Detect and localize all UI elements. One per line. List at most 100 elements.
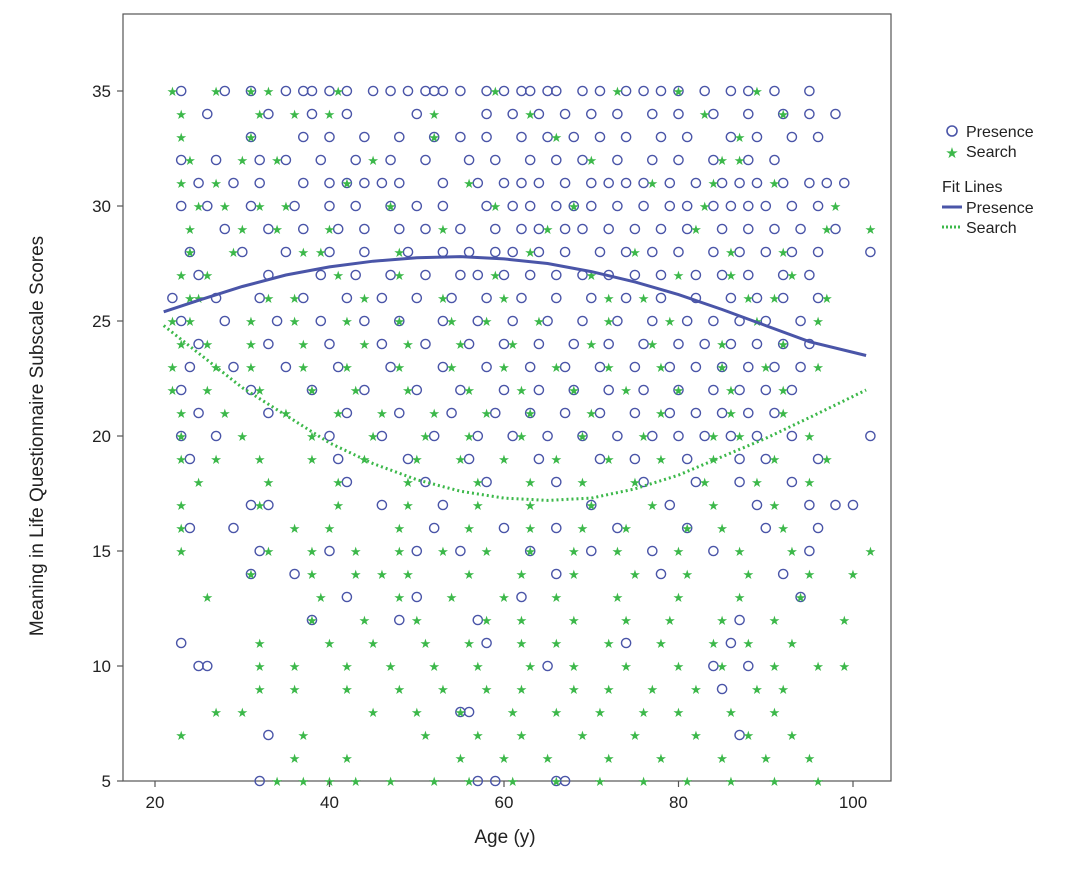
presence-point (263, 407, 274, 419)
presence-point (411, 292, 423, 304)
axes-layer: 20 40 60 80 100 5 10 15 20 25 30 35 (92, 82, 867, 812)
presence-point (437, 85, 449, 97)
presence-point (681, 315, 693, 327)
presence-point (263, 499, 274, 511)
presence-point (629, 407, 641, 419)
presence-point (289, 200, 300, 212)
search-point: ★ (289, 752, 301, 767)
presence-point (297, 223, 309, 235)
presence-point (673, 430, 684, 442)
search-point: ★ (568, 614, 580, 629)
search-point: ★ (769, 453, 781, 468)
search-point: ★ (411, 706, 423, 721)
presence-point (428, 430, 440, 442)
search-point: ★ (498, 361, 510, 376)
presence-point (481, 637, 492, 649)
presence-point (481, 200, 492, 212)
search-point: ★ (568, 660, 580, 675)
presence-point (690, 476, 702, 488)
search-point: ★ (210, 453, 222, 468)
presence-point (219, 85, 231, 97)
search-point: ★ (201, 384, 213, 399)
presence-point (489, 775, 501, 787)
presence-point (507, 108, 519, 120)
presence-point (481, 361, 492, 373)
presence-point (393, 614, 405, 626)
search-point: ★ (359, 453, 371, 468)
presence-point (769, 223, 780, 235)
search-point: ★ (777, 683, 789, 698)
search-point: ★ (681, 775, 693, 790)
search-point: ★ (524, 476, 536, 491)
search-point: ★ (568, 568, 580, 583)
presence-point (586, 499, 597, 511)
presence-point (280, 361, 292, 373)
presence-point (489, 246, 501, 258)
search-point: ★ (516, 384, 528, 399)
search-point: ★ (524, 246, 536, 261)
search-point: ★ (577, 430, 589, 445)
presence-point (385, 361, 396, 373)
presence-point (533, 338, 545, 350)
search-point: ★ (289, 315, 301, 330)
presence-point (385, 154, 396, 166)
presence-point (507, 246, 519, 258)
presence-point (455, 384, 466, 396)
presence-point (734, 614, 745, 626)
search-point: ★ (620, 614, 632, 629)
x-tick-label: 60 (495, 793, 514, 812)
presence-point (393, 131, 405, 143)
presence-point (324, 131, 335, 143)
presence-point (437, 315, 449, 327)
search-point: ★ (725, 246, 737, 261)
search-point: ★ (769, 499, 781, 514)
presence-point (411, 384, 423, 396)
presence-point (716, 269, 728, 281)
search-point: ★ (341, 361, 353, 376)
presence-point (254, 292, 266, 304)
presence-point (463, 706, 475, 718)
search-point: ★ (777, 522, 789, 537)
search-point: ★ (455, 752, 467, 767)
search-point: ★ (175, 177, 187, 192)
search-point: ★ (550, 775, 562, 790)
presence-point (743, 85, 754, 97)
search-point: ★ (236, 430, 248, 445)
presence-point (498, 338, 510, 350)
search-point: ★ (777, 384, 789, 399)
presence-point (297, 131, 309, 143)
search-point: ★ (577, 476, 589, 491)
presence-point (804, 85, 815, 97)
search-point: ★ (585, 154, 597, 169)
presence-point (411, 591, 423, 603)
presence-point (341, 292, 353, 304)
presence-point (341, 177, 353, 189)
presence-point (568, 338, 580, 350)
search-point: ★ (804, 752, 816, 767)
search-point: ★ (550, 591, 562, 606)
presence-point (498, 177, 510, 189)
search-point: ★ (437, 545, 449, 560)
search-point: ★ (664, 315, 676, 330)
search-point: ★ (481, 545, 493, 560)
presence-point (612, 315, 623, 327)
search-point: ★ (167, 315, 179, 330)
search-point: ★ (455, 453, 467, 468)
presence-point (341, 85, 353, 97)
search-point: ★ (402, 499, 414, 514)
search-point: ★ (524, 545, 536, 560)
search-point: ★ (568, 200, 580, 215)
search-point: ★ (742, 568, 754, 583)
presence-point (664, 499, 676, 511)
presence-point (603, 338, 615, 350)
search-point: ★ (516, 729, 528, 744)
legend: Presence ★ Search Fit Lines Presence Sea… (942, 124, 1034, 237)
presence-point (559, 407, 571, 419)
search-point: ★ (332, 85, 344, 100)
search-point: ★ (455, 338, 467, 353)
search-point: ★ (446, 591, 458, 606)
presence-point (743, 154, 754, 166)
presence-point (245, 85, 257, 97)
presence-point (184, 453, 196, 465)
presence-point (725, 85, 737, 97)
